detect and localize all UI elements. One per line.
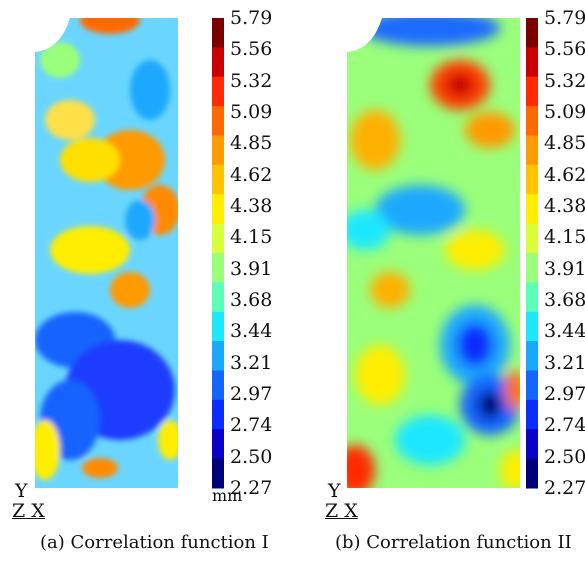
colorbar-swatch	[526, 18, 538, 48]
colorbar-swatch	[526, 164, 538, 195]
colorbar-swatch	[526, 223, 538, 254]
colorbar-tick-label: 5.79	[544, 7, 585, 29]
colorbar-tick-label: 4.62	[544, 163, 585, 186]
colorbar-tick-label: 2.74	[544, 414, 585, 437]
colorbar-tick-label: 5.79	[230, 7, 273, 29]
colorbar-tick-label: 3.44	[230, 320, 273, 343]
colorbar-tick-label: 3.68	[544, 289, 585, 311]
colorbar-swatch	[526, 135, 538, 166]
colorbar-swatch	[212, 370, 224, 401]
colorbar-swatch	[526, 282, 538, 313]
colorbar-swatch	[526, 399, 538, 430]
colorbar-swatch	[526, 194, 538, 225]
panel-b: Y Z X (b) Correlation function II 5.79 5.…	[300, 0, 585, 578]
colorbar-tick-label: 3.21	[544, 351, 585, 374]
colorbar-swatch	[526, 429, 538, 460]
colorbar-swatch	[526, 253, 538, 283]
colorbar-swatch	[212, 47, 224, 78]
axis-y-label: Y	[328, 480, 341, 502]
colorbar-swatch	[212, 282, 224, 313]
colorbar-tick-label: 4.85	[544, 132, 585, 155]
colorbar-swatch	[526, 106, 538, 136]
colorbar-tick-label: 2.27	[544, 477, 585, 499]
colorbar-swatch	[526, 458, 538, 489]
colorbar-swatch	[526, 76, 538, 107]
colorbar-swatch	[526, 47, 538, 78]
colorbar-tick-label: 2.74	[230, 414, 273, 437]
colorbar-a	[212, 18, 224, 489]
colorbar-tick-label: 5.32	[544, 69, 585, 92]
colorbar-tick-label: 2.27	[230, 477, 273, 499]
colorbar-swatch	[526, 370, 538, 401]
colorbar-tick-label: 3.44	[544, 320, 585, 343]
caption-a: (a) Correlation function I	[40, 532, 269, 553]
colorbar-swatch	[212, 106, 224, 136]
colorbar-swatch	[212, 253, 224, 283]
contour-map-a	[35, 18, 224, 489]
colorbar-b	[526, 18, 538, 489]
colorbar-tick-label: 4.15	[544, 226, 585, 249]
colorbar-swatch	[212, 399, 224, 430]
colorbar-tick-label: 4.38	[230, 195, 273, 217]
colorbar-swatch	[212, 458, 224, 489]
colorbar-swatch	[212, 223, 224, 254]
colorbar-swatch	[212, 135, 224, 166]
colorbar-tick-label: 5.09	[544, 101, 585, 123]
colorbar-swatch	[212, 429, 224, 460]
colorbar-tick-label: 5.09	[230, 101, 273, 123]
panel-a: mm Y Z X (a) Correlation function I 5.79…	[0, 0, 292, 578]
colorbar-tick-label: 3.21	[230, 351, 273, 374]
colorbar-tick-label: 2.97	[544, 383, 585, 405]
colorbar-swatch	[212, 194, 224, 225]
colorbar-tick-label: 4.62	[230, 163, 273, 186]
colorbar-tick-label: 2.97	[230, 383, 273, 405]
axis-zx-label: Z X	[325, 500, 358, 522]
colorbar-tick-label: 3.68	[230, 289, 273, 311]
colorbar-tick-label: 3.91	[544, 257, 585, 280]
axis-y-label: Y	[15, 480, 28, 502]
colorbar-tick-label: 2.50	[544, 445, 585, 468]
colorbar-tick-label: 4.38	[544, 195, 585, 217]
colorbar-tick-label: 4.15	[230, 226, 273, 249]
colorbar-swatch	[212, 76, 224, 107]
colorbar-swatch	[212, 311, 224, 342]
colorbar-swatch	[212, 18, 224, 48]
axis-zx-label: Z X	[12, 500, 45, 522]
colorbar-tick-label: 3.91	[230, 257, 273, 280]
colorbar-tick-label: 5.32	[230, 69, 273, 92]
contour-map-b	[347, 18, 538, 489]
caption-b: (b) Correlation function II	[335, 532, 572, 553]
colorbar-swatch	[212, 164, 224, 195]
colorbar-tick-label: 5.56	[544, 38, 585, 61]
colorbar-tick-label: 5.56	[230, 38, 273, 61]
colorbar-swatch	[212, 341, 224, 371]
colorbar-swatch	[526, 311, 538, 342]
colorbar-tick-label: 2.50	[230, 445, 273, 468]
unit-label: mm	[212, 486, 243, 505]
colorbar-tick-label: 4.85	[230, 132, 273, 155]
colorbar-swatch	[526, 341, 538, 371]
